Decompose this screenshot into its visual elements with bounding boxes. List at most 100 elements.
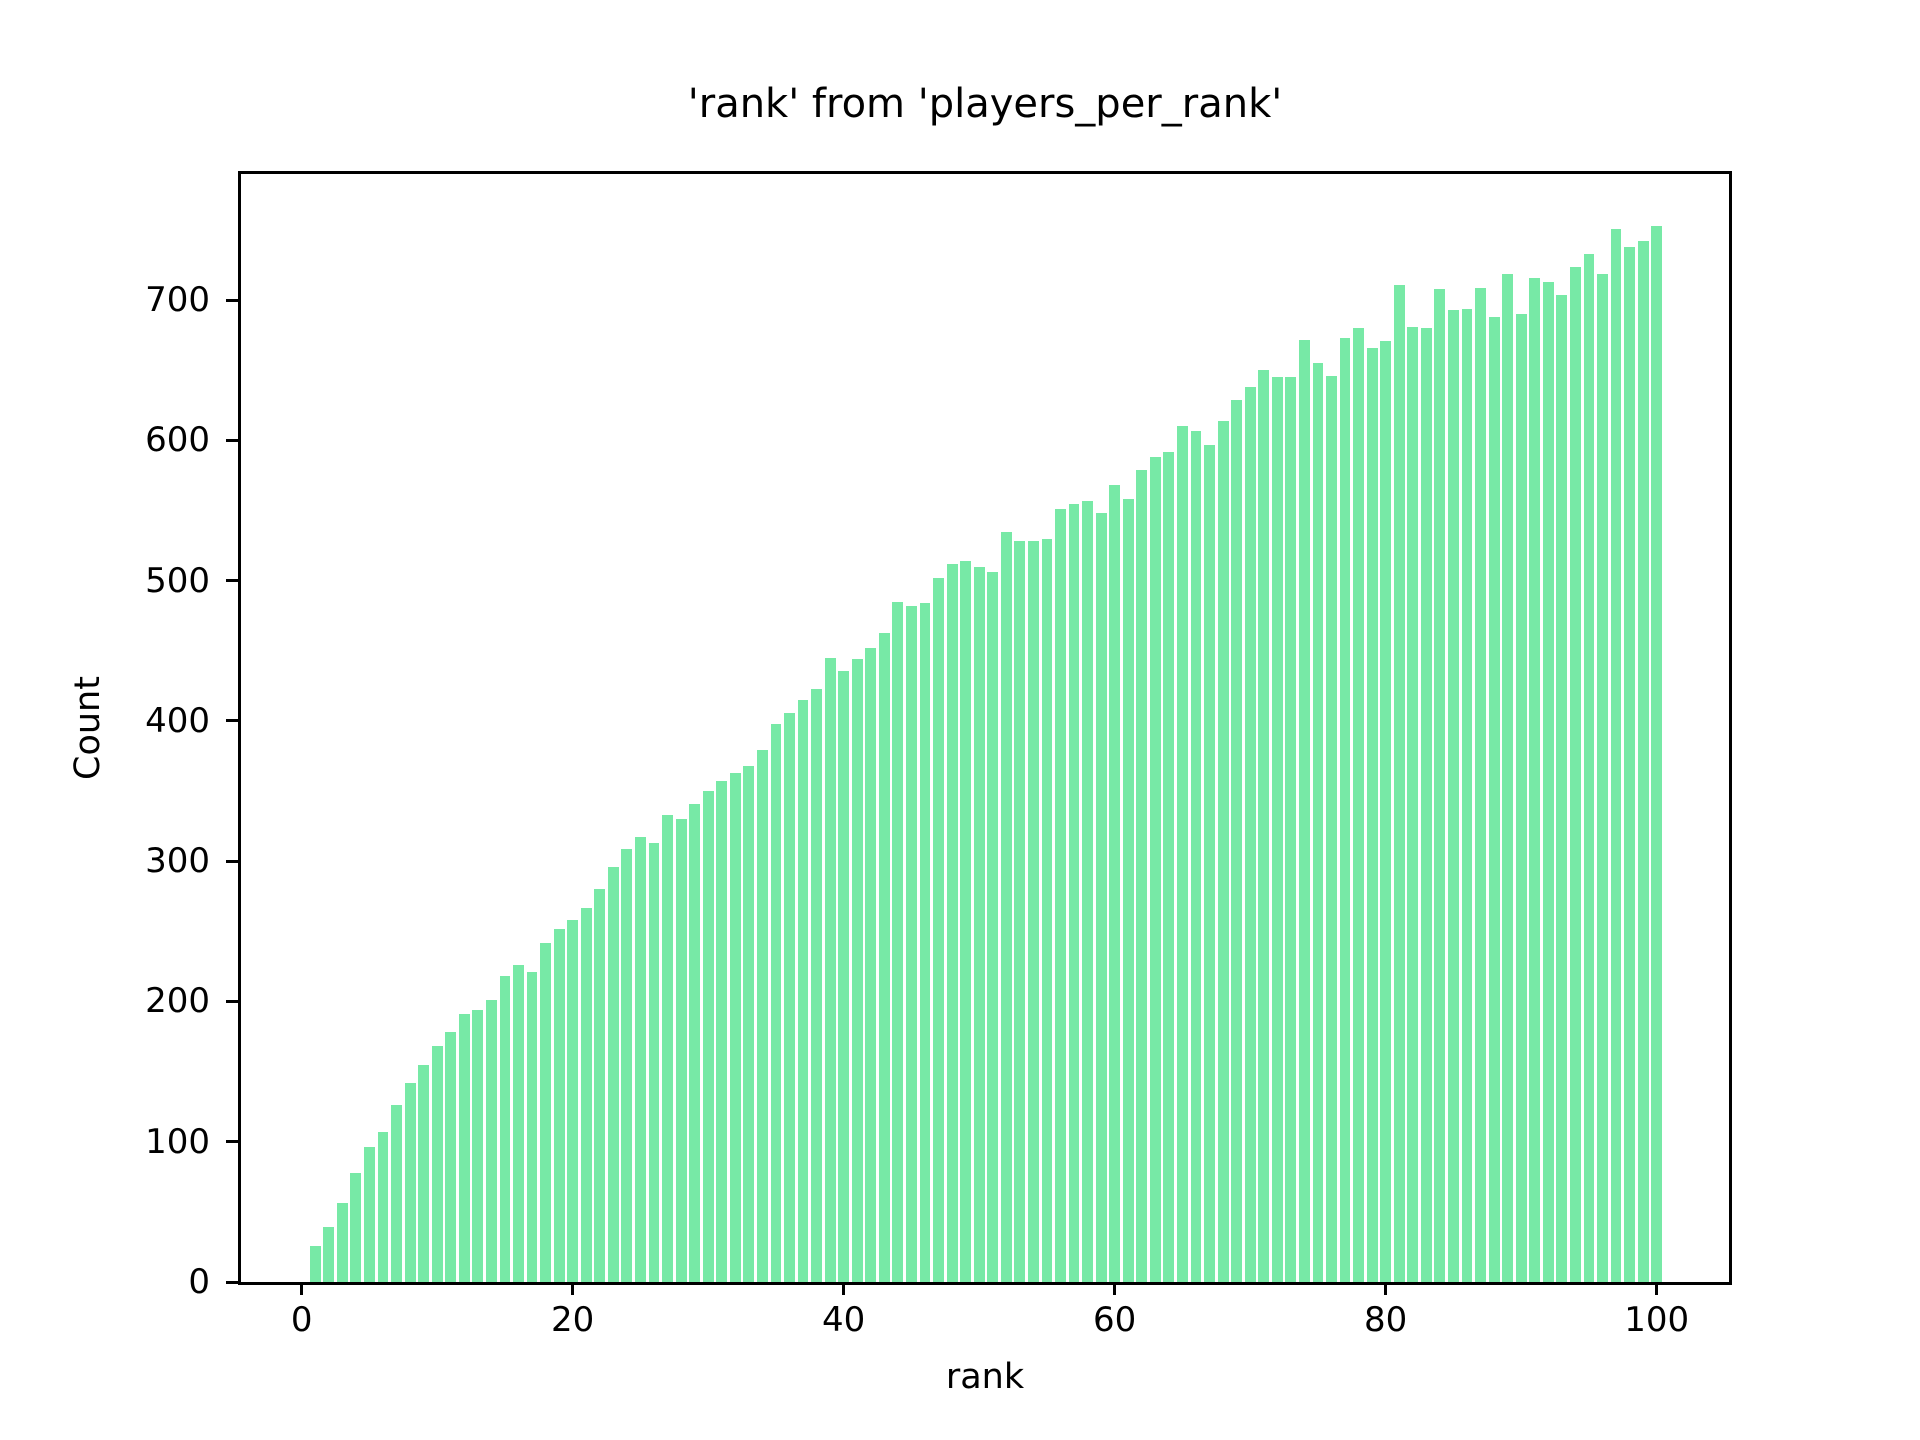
- histogram-bar: [797, 699, 809, 1282]
- x-tick-label: 60: [1093, 1300, 1137, 1340]
- histogram-bar: [1149, 457, 1161, 1282]
- histogram-bar: [675, 819, 687, 1282]
- histogram-bar: [499, 976, 511, 1282]
- histogram-bar: [1651, 225, 1663, 1282]
- histogram-bar: [553, 928, 565, 1282]
- histogram-bar: [1366, 347, 1378, 1282]
- histogram-bar: [594, 889, 606, 1282]
- histogram-bar: [1610, 228, 1622, 1282]
- histogram-bar: [336, 1203, 348, 1282]
- histogram-bar: [960, 561, 972, 1282]
- histogram-bar: [865, 648, 877, 1282]
- histogram-bar: [1082, 500, 1093, 1282]
- histogram-bar: [607, 866, 619, 1282]
- histogram-bar: [1542, 282, 1554, 1282]
- y-tick-label: 400: [145, 700, 210, 741]
- histogram-bar: [662, 814, 673, 1282]
- histogram-bar: [1420, 328, 1432, 1282]
- histogram-bar: [1068, 503, 1080, 1282]
- x-tick-mark: [1384, 1282, 1388, 1295]
- histogram-bar: [1326, 375, 1337, 1282]
- histogram-bar: [1502, 273, 1514, 1282]
- histogram-bar: [1407, 326, 1419, 1282]
- histogram-bar: [1095, 513, 1107, 1282]
- histogram-bar: [1122, 499, 1134, 1282]
- histogram-bar: [1448, 310, 1459, 1282]
- histogram-bar: [1583, 253, 1595, 1282]
- histogram-bar: [1271, 377, 1283, 1282]
- histogram-bar: [973, 566, 985, 1282]
- plot-area: [238, 171, 1732, 1285]
- histogram-bar: [919, 603, 931, 1282]
- histogram-bar: [1461, 308, 1473, 1282]
- histogram-bar: [1298, 339, 1310, 1282]
- histogram-bar: [418, 1064, 430, 1282]
- histogram-bar: [526, 972, 538, 1282]
- x-tick-label: 20: [551, 1300, 595, 1340]
- histogram-bar: [702, 791, 714, 1282]
- histogram-bar: [1027, 541, 1039, 1282]
- histogram-bar: [513, 965, 524, 1282]
- histogram-bar: [472, 1009, 484, 1282]
- histogram-bar: [1204, 444, 1215, 1282]
- histogram-bar: [784, 712, 795, 1282]
- histogram-bar: [1475, 287, 1486, 1282]
- y-tick-mark: [226, 999, 239, 1003]
- histogram-bar: [851, 659, 863, 1282]
- histogram-bar: [323, 1227, 335, 1282]
- histogram-bar: [1217, 420, 1229, 1282]
- histogram-bar: [1637, 241, 1649, 1282]
- histogram-bar: [1529, 277, 1541, 1282]
- y-tick-mark: [226, 438, 239, 442]
- bars-layer: [241, 174, 1729, 1282]
- y-tick-label: 600: [145, 420, 210, 461]
- histogram-bar: [933, 577, 944, 1282]
- x-tick-label: 100: [1624, 1300, 1690, 1340]
- histogram-bar: [1041, 538, 1053, 1282]
- histogram-bar: [1515, 314, 1527, 1282]
- histogram-bar: [1231, 399, 1243, 1282]
- histogram-bar: [364, 1147, 375, 1282]
- histogram-bar: [1488, 317, 1500, 1282]
- histogram-bar: [1136, 469, 1148, 1282]
- x-tick-mark: [300, 1282, 304, 1295]
- histogram-bar: [445, 1032, 457, 1282]
- histogram-bar: [1190, 430, 1202, 1282]
- histogram-bar: [906, 605, 917, 1282]
- histogram-bar: [1393, 284, 1405, 1282]
- histogram-bar: [716, 781, 728, 1282]
- histogram-bar: [824, 657, 836, 1282]
- histogram-bar: [648, 843, 660, 1282]
- histogram-bar: [1055, 509, 1066, 1282]
- histogram-bar: [1556, 294, 1568, 1282]
- chart-title: 'rank' from 'players_per_rank': [687, 81, 1283, 127]
- histogram-bar: [756, 750, 768, 1282]
- x-tick-mark: [842, 1282, 846, 1295]
- y-axis-title: Count: [68, 676, 108, 780]
- histogram-bar: [689, 803, 701, 1282]
- histogram-bar: [987, 572, 999, 1282]
- histogram-bar: [377, 1131, 389, 1282]
- x-tick-mark: [1113, 1282, 1117, 1295]
- histogram-bar: [1569, 266, 1581, 1282]
- histogram-bar: [1014, 541, 1026, 1282]
- histogram-bar: [1258, 370, 1270, 1282]
- histogram-bar: [1244, 387, 1256, 1282]
- y-tick-mark: [226, 719, 239, 723]
- y-tick-label: 700: [145, 280, 210, 321]
- histogram-bar: [309, 1245, 321, 1282]
- histogram-bar: [1380, 340, 1392, 1282]
- histogram-bar: [391, 1105, 402, 1282]
- histogram-bar: [580, 907, 592, 1282]
- histogram-bar: [838, 670, 850, 1282]
- histogram-bar: [540, 942, 551, 1282]
- y-tick-mark: [226, 579, 239, 583]
- y-tick-label: 100: [145, 1121, 210, 1162]
- histogram-bar: [892, 601, 904, 1282]
- y-tick-label: 500: [145, 560, 210, 601]
- histogram-bar: [404, 1082, 416, 1282]
- histogram-bar: [635, 837, 646, 1282]
- histogram-bar: [770, 723, 782, 1282]
- x-axis-title: rank: [945, 1357, 1025, 1397]
